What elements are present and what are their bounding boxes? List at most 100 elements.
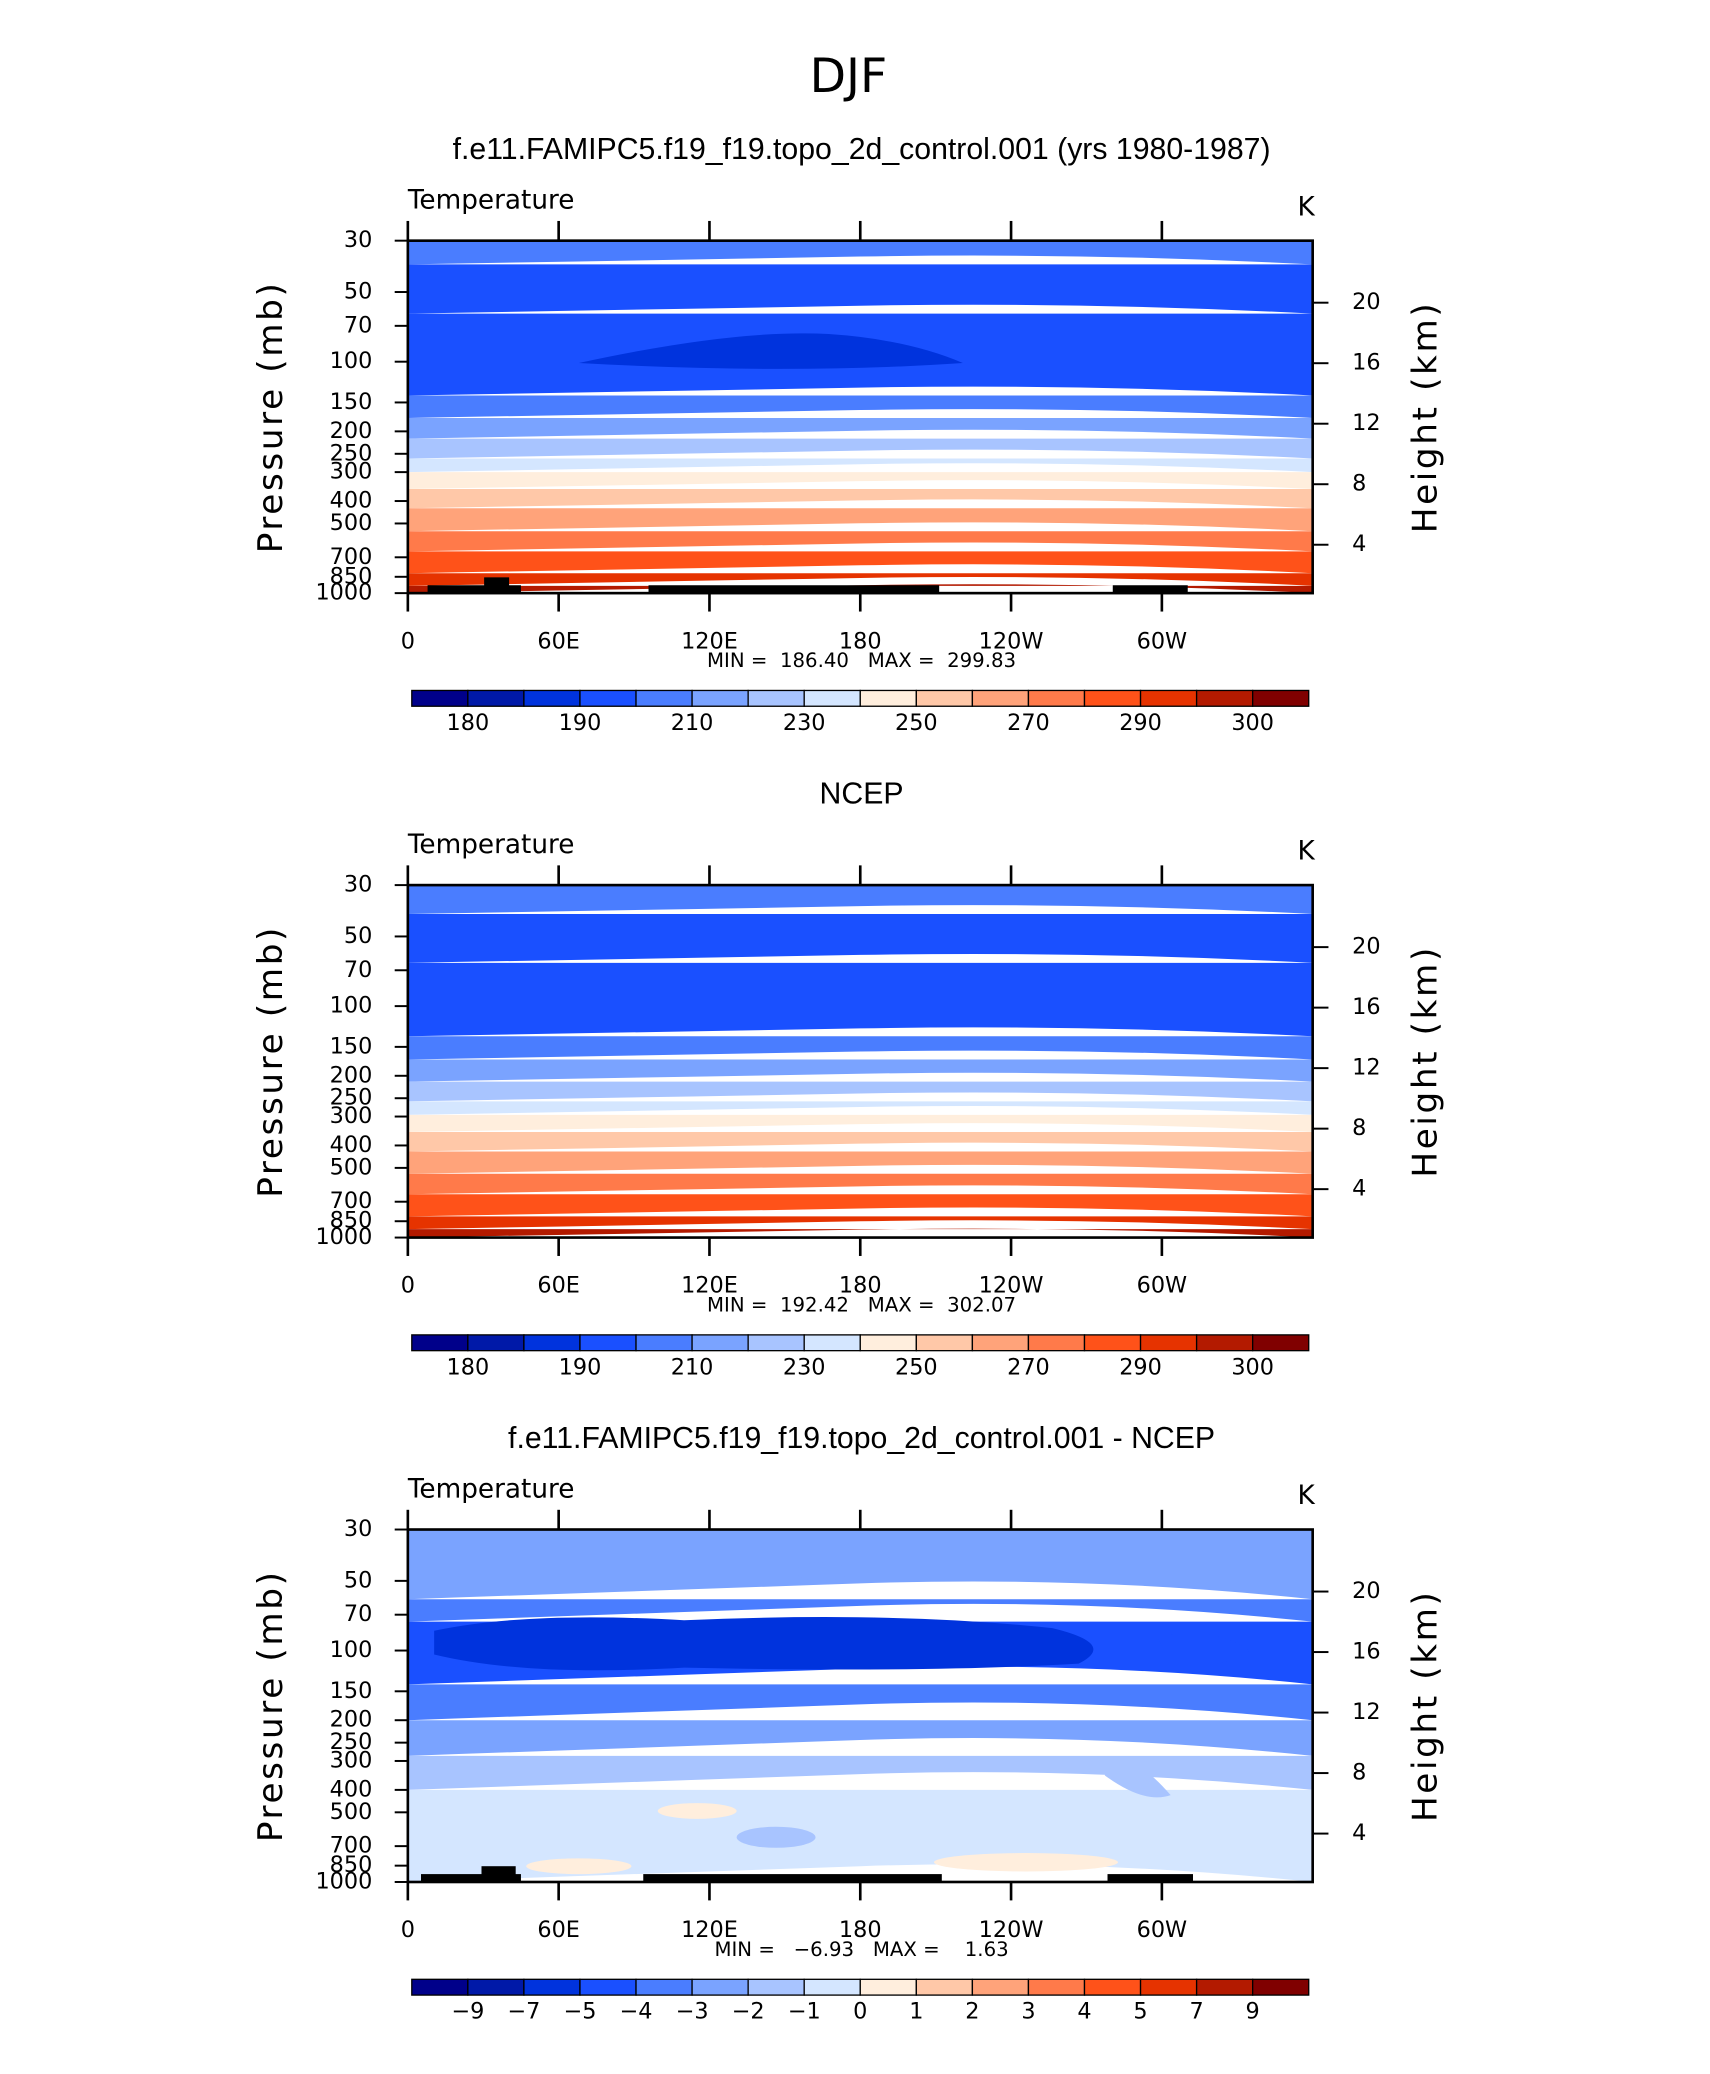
y-tick-label: 300 xyxy=(330,1103,373,1129)
colorbar-box xyxy=(803,1334,861,1352)
topography xyxy=(481,1866,516,1882)
colorbar-label: 2 xyxy=(965,1999,979,2025)
contour-band xyxy=(407,1036,1313,1060)
colorbar-box xyxy=(1139,1334,1198,1352)
contour-band xyxy=(407,914,1313,963)
y-tick-label: 70 xyxy=(344,312,372,338)
topography xyxy=(1107,1874,1193,1882)
x-tick-label: 120E xyxy=(681,1273,738,1299)
colorbar-box xyxy=(1139,689,1198,707)
x-tick-label: 120W xyxy=(979,1917,1044,1943)
y2-tick-label: 12 xyxy=(1352,1699,1380,1725)
stats-label: MIN = 186.40 MAX = 299.83 xyxy=(707,649,1016,672)
y-tick-label: 30 xyxy=(344,872,372,898)
contour-band xyxy=(407,1173,1313,1195)
y-tick-label: 700 xyxy=(330,544,373,570)
colorbar-label: −2 xyxy=(732,1999,765,2025)
panel-title: NCEP xyxy=(820,778,904,811)
colorbar-label: −3 xyxy=(676,1999,709,2025)
colorbar-label: 300 xyxy=(1231,1354,1274,1380)
colorbar-box xyxy=(635,1978,693,1996)
colorbar-box xyxy=(1252,1334,1310,1352)
colorbar-label: 190 xyxy=(559,1354,602,1380)
colorbar-box xyxy=(523,689,581,707)
colorbar-box xyxy=(971,689,1030,707)
colorbar-label: 250 xyxy=(895,710,938,736)
panel-title: f.e11.FAMIPC5.f19_f19.topo_2d_control.00… xyxy=(508,1422,1215,1455)
y2-tick-label: 4 xyxy=(1352,531,1366,557)
colorbar-label: 3 xyxy=(1021,1999,1035,2025)
colorbar-box xyxy=(747,689,805,707)
colorbar-label: 270 xyxy=(1007,1354,1050,1380)
y-tick-label: 200 xyxy=(330,418,373,444)
panel-subtitle: Temperature xyxy=(407,830,575,860)
colorbar-box xyxy=(1027,1978,1086,1996)
colorbar-box xyxy=(1195,689,1254,707)
y2-axis-label: Height (km) xyxy=(1406,945,1446,1178)
y2-tick-label: 8 xyxy=(1352,471,1366,497)
y-tick-label: 150 xyxy=(330,389,373,415)
contour-band xyxy=(407,1599,1313,1622)
y-tick-label: 700 xyxy=(330,1833,373,1859)
panel-subtitle: Temperature xyxy=(407,186,575,216)
y2-tick-label: 8 xyxy=(1352,1760,1366,1786)
x-tick-label: 180 xyxy=(839,1273,882,1299)
y-tick-label: 250 xyxy=(330,1729,373,1755)
contour-blob xyxy=(434,1617,1094,1671)
colorbar-box xyxy=(1027,689,1086,707)
y2-tick-label: 20 xyxy=(1352,289,1380,315)
y-tick-label: 300 xyxy=(330,1747,373,1773)
contour-field xyxy=(407,885,1313,1238)
topography xyxy=(643,1874,942,1882)
colorbar-box xyxy=(1083,1334,1142,1352)
contour-blob xyxy=(933,1853,1119,1872)
y-tick-label: 1000 xyxy=(315,580,372,606)
colorbar-label: 5 xyxy=(1133,1999,1147,2025)
x-tick-label: 120E xyxy=(681,1917,738,1943)
contour-band xyxy=(407,438,1313,459)
colorbar-label: 180 xyxy=(447,1354,490,1380)
topography xyxy=(420,1874,521,1882)
contour-field xyxy=(407,240,1313,594)
y-tick-label: 250 xyxy=(330,1085,373,1111)
y-tick-label: 100 xyxy=(330,1637,373,1663)
colorbar-label: 9 xyxy=(1246,1999,1260,2025)
colorbar-box xyxy=(523,1978,581,1996)
contour-band xyxy=(407,489,1313,509)
y-tick-label: 300 xyxy=(330,459,373,485)
x-tick-label: 60W xyxy=(1137,1273,1188,1299)
contour-band xyxy=(407,458,1313,473)
y-tick-label: 150 xyxy=(330,1033,373,1059)
y2-tick-label: 12 xyxy=(1352,1055,1380,1081)
y-tick-label: 30 xyxy=(344,1516,372,1542)
y-tick-label: 30 xyxy=(344,227,372,253)
colorbar-box xyxy=(1195,1334,1254,1352)
y-tick-label: 400 xyxy=(330,488,373,514)
colorbar-label: 210 xyxy=(671,1354,714,1380)
topography xyxy=(427,585,521,594)
colorbar-label: 290 xyxy=(1119,1354,1162,1380)
y-tick-label: 200 xyxy=(330,1062,373,1088)
x-tick-label: 180 xyxy=(839,1917,882,1943)
panel-title: f.e11.FAMIPC5.f19_f19.topo_2d_control.00… xyxy=(453,133,1271,166)
stats-label: MIN = 192.42 MAX = 302.07 xyxy=(707,1293,1016,1316)
y-tick-label: 500 xyxy=(330,1154,373,1180)
colorbar-box xyxy=(411,689,469,707)
colorbar-box xyxy=(859,1978,917,1996)
contour-blob xyxy=(578,333,963,369)
colorbar-box xyxy=(859,689,917,707)
y2-tick-label: 20 xyxy=(1352,1578,1380,1604)
contour-band xyxy=(407,264,1313,314)
colorbar-box xyxy=(523,1334,581,1352)
y2-axis-label: Height (km) xyxy=(1406,1589,1446,1822)
contour-band xyxy=(407,573,1313,586)
colorbar-box xyxy=(803,689,861,707)
colorbar-label: 210 xyxy=(671,710,714,736)
y-tick-label: 70 xyxy=(344,957,372,983)
contour-blob xyxy=(657,1803,737,1819)
colorbar-box xyxy=(579,1978,637,1996)
colorbar-box xyxy=(747,1978,805,1996)
contour-band xyxy=(407,1755,1313,1790)
colorbar-label: 7 xyxy=(1190,1999,1204,2025)
